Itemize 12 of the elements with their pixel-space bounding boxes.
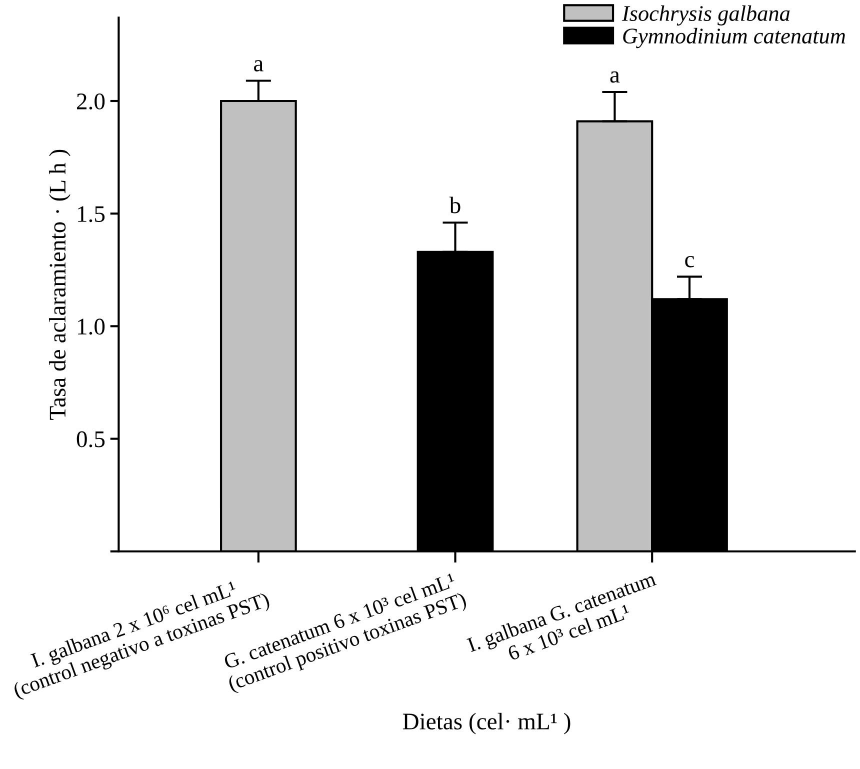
data-label: a [254, 60, 264, 72]
legend-label: Gymnodinium catenatum [623, 28, 846, 48]
y-axis-title: Tasa de aclaramiento · (L h ) [49, 150, 70, 420]
data-label: c [685, 256, 694, 268]
legend-label: Isochrysis galbana [622, 5, 790, 26]
data-label: b [449, 196, 460, 214]
y-tick-label: 0.5 [76, 431, 105, 448]
data-label: a [610, 71, 620, 83]
y-tick-label: 1.0 [78, 318, 105, 335]
y-tick-label: 1.5 [78, 206, 105, 222]
x-axis-title: Dietas (cel· mL¹ ) [402, 712, 570, 734]
y-tick-label: 2.0 [77, 93, 105, 110]
